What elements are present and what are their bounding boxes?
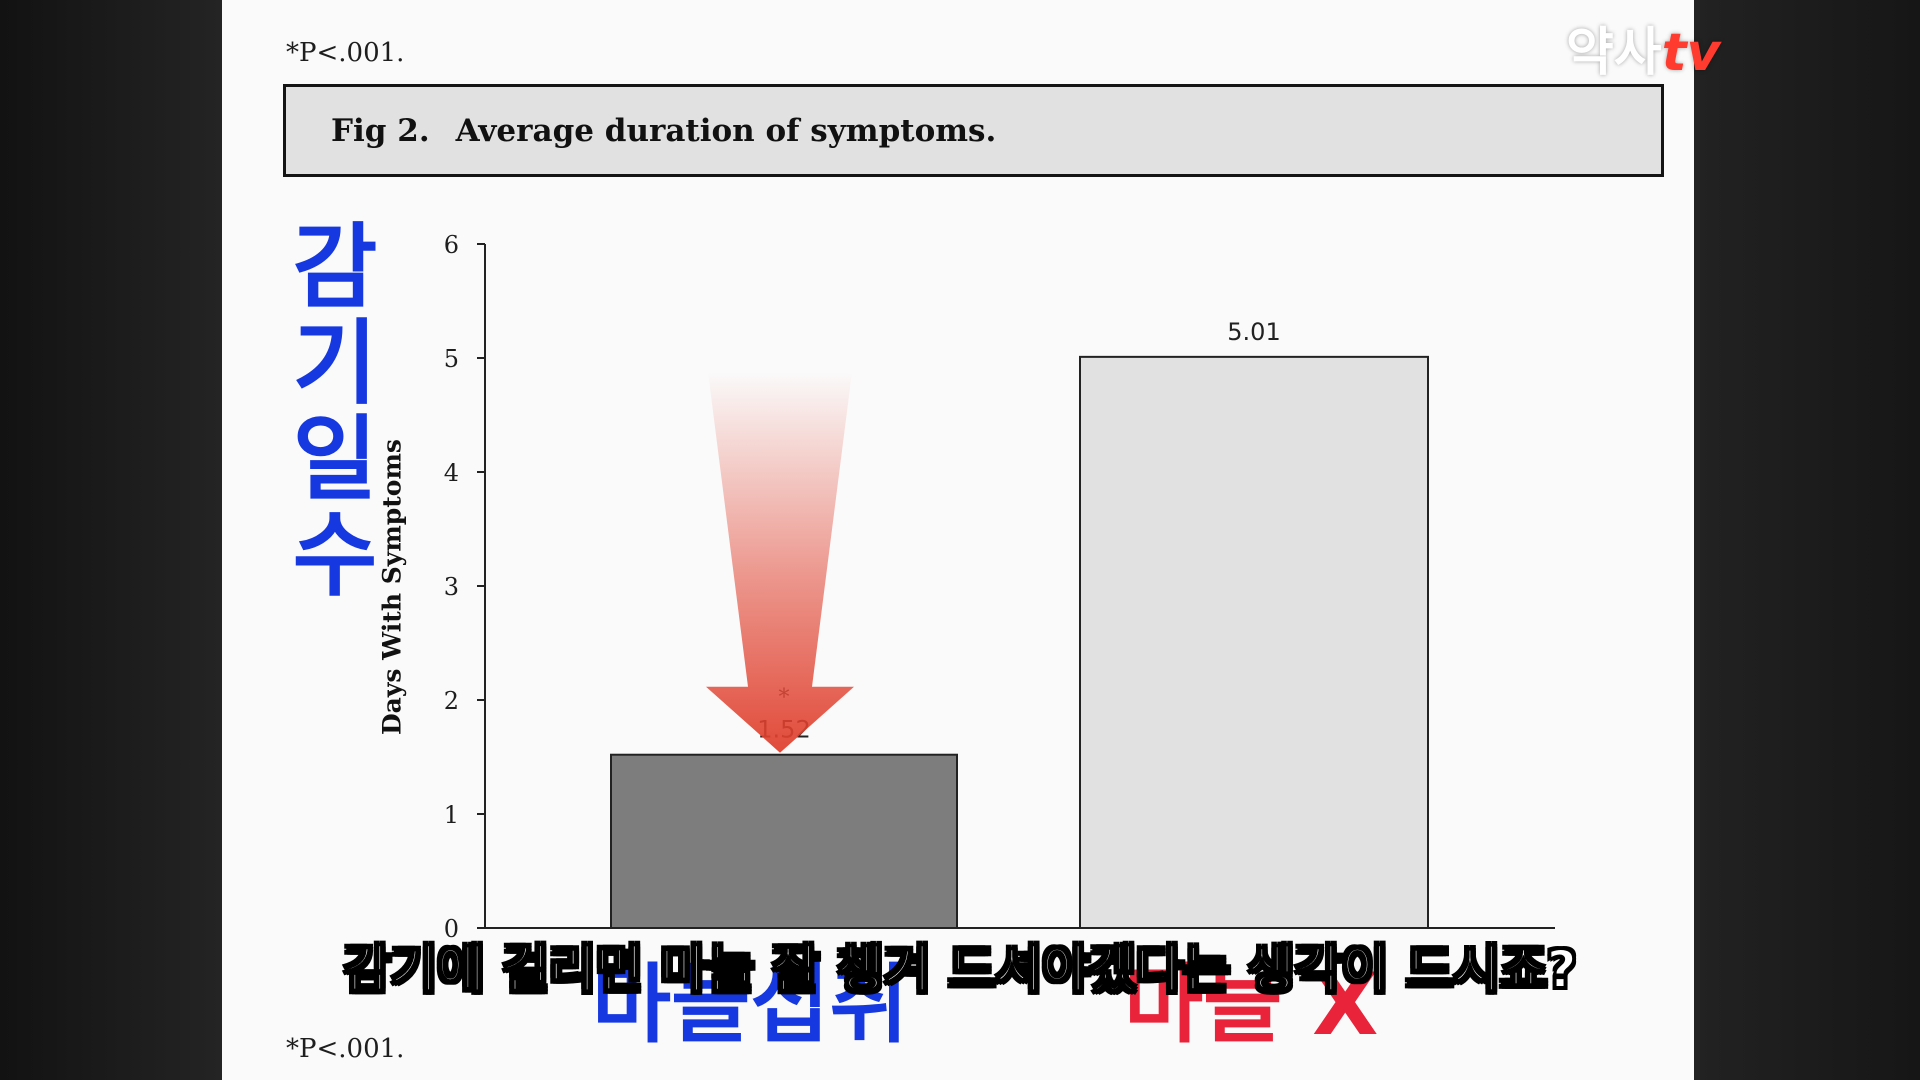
y-tick-label: 4 (444, 459, 459, 487)
overlay-vertical-char: 일 (292, 406, 378, 513)
channel-watermark: 약사tv (1566, 10, 1720, 85)
footnote-bottom: *P<.001. (286, 1034, 405, 1064)
footnote-top: *P<.001. (286, 38, 405, 68)
overlay-label-no-garlic: 마늘 X (1124, 955, 1379, 1055)
overlay-label-garlic: 마늘섭취 (592, 955, 909, 1055)
bar-value-label: 5.01 (1227, 318, 1280, 346)
video-frame-right-margin (1694, 0, 1920, 1080)
figure-title: Average duration of symptoms. (455, 113, 997, 149)
y-tick-label: 3 (444, 573, 459, 601)
overlay-vertical-char: 수 (292, 502, 378, 609)
y-tick-label: 6 (444, 231, 459, 259)
bar (610, 753, 958, 929)
overlay-vertical-char: 감 (292, 214, 378, 321)
y-tick-label: 1 (444, 801, 459, 829)
y-tick-label: 0 (444, 915, 459, 943)
red-arrow-emphasis (706, 372, 854, 753)
watermark-suffix: tv (1661, 23, 1721, 83)
overlay-vertical-char: 기 (292, 310, 378, 417)
watermark-main: 약사 (1566, 23, 1662, 83)
figure-caption-box: Fig 2. Average duration of symptoms. (283, 84, 1664, 177)
y-tick-label: 2 (444, 687, 459, 715)
figure-caption: Fig 2. Average duration of symptoms. (331, 113, 996, 149)
bar (1079, 355, 1429, 929)
figure-number: Fig 2. (331, 113, 430, 149)
video-subtitle: 감기에 걸리면 마늘 잘 챙겨 드셔야겠다는 생각이 드시죠? (342, 940, 1577, 1001)
video-frame-left-margin (0, 0, 222, 1080)
y-tick-label: 5 (444, 345, 459, 373)
y-axis-label: Days With Symptoms (377, 438, 407, 736)
